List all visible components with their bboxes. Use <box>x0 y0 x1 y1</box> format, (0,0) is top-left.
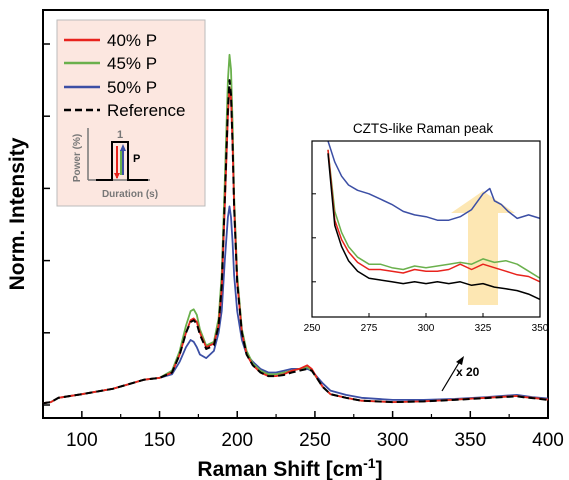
inset-x-tick-label: 250 <box>304 323 321 334</box>
x-axis-ticks: 100 150 200 250 300 350 400 <box>42 411 564 451</box>
legend-label-45: 45% P <box>107 54 157 73</box>
inset-x-tick-label: 300 <box>418 323 435 334</box>
x-axis-title: Raman Shift [cm-1] <box>197 455 382 480</box>
inset-line-50-p <box>327 140 541 221</box>
pulse-ylabel: Power (%) <box>72 134 83 182</box>
legend-label-50: 50% P <box>107 78 157 97</box>
pulse-shape <box>96 141 148 181</box>
pulse-arrowhead-blue <box>120 144 126 151</box>
legend-label-40: 40% P <box>107 31 157 50</box>
x-tick-label: 400 <box>532 430 564 451</box>
x-tick-label: 300 <box>377 430 409 451</box>
y-axis-ticks <box>43 43 50 406</box>
inset-highlight-arrow <box>451 191 515 305</box>
inset-line-45-p <box>327 149 541 279</box>
magnify-label: x 20 <box>456 365 480 379</box>
pulse-xlabel: Duration (s) <box>102 189 158 200</box>
main-series-group <box>42 53 549 405</box>
inset: CZTS-like Raman peak 250 275 300 325 350 <box>304 121 549 334</box>
inset-series-group <box>327 140 541 301</box>
series-line-50-p <box>42 205 549 405</box>
inset-line-reference <box>327 153 541 301</box>
inset-title: CZTS-like Raman peak <box>353 121 494 136</box>
magnify-arrow-head <box>456 356 464 365</box>
series-line-reference <box>42 79 549 405</box>
magnify-arrow-line <box>441 360 461 392</box>
inset-line-40-p <box>327 149 541 283</box>
pulse-label-p: P <box>133 153 140 165</box>
plot-frame <box>42 9 549 419</box>
inset-x-tick-label: 325 <box>475 323 492 334</box>
x-tick-label: 100 <box>66 430 98 451</box>
inset-frame-bg <box>312 141 540 317</box>
x-tick-label: 250 <box>299 430 331 451</box>
inset-x-tick-label: 350 <box>532 323 549 334</box>
pulse-label-1: 1 <box>117 129 123 141</box>
pulse-diagram: 1 P Power (%) Duration (s) <box>72 128 158 200</box>
highlight-arrow-shape <box>451 191 515 305</box>
legend-box <box>56 19 206 207</box>
legend-label-ref: Reference <box>107 101 185 120</box>
pulse-arrowhead-red <box>114 173 120 179</box>
legend: 40% P 45% P 50% P Reference 1 P Power (%… <box>56 19 206 207</box>
x-tick-label: 200 <box>221 430 253 451</box>
inset-x-tick-label: 275 <box>361 323 378 334</box>
x-tick-label: 150 <box>144 430 176 451</box>
x-tick-label: 350 <box>454 430 486 451</box>
inset-axis-ticks: 250 275 300 325 350 <box>304 193 549 334</box>
y-axis-title: Norm. Intensity <box>6 137 29 290</box>
